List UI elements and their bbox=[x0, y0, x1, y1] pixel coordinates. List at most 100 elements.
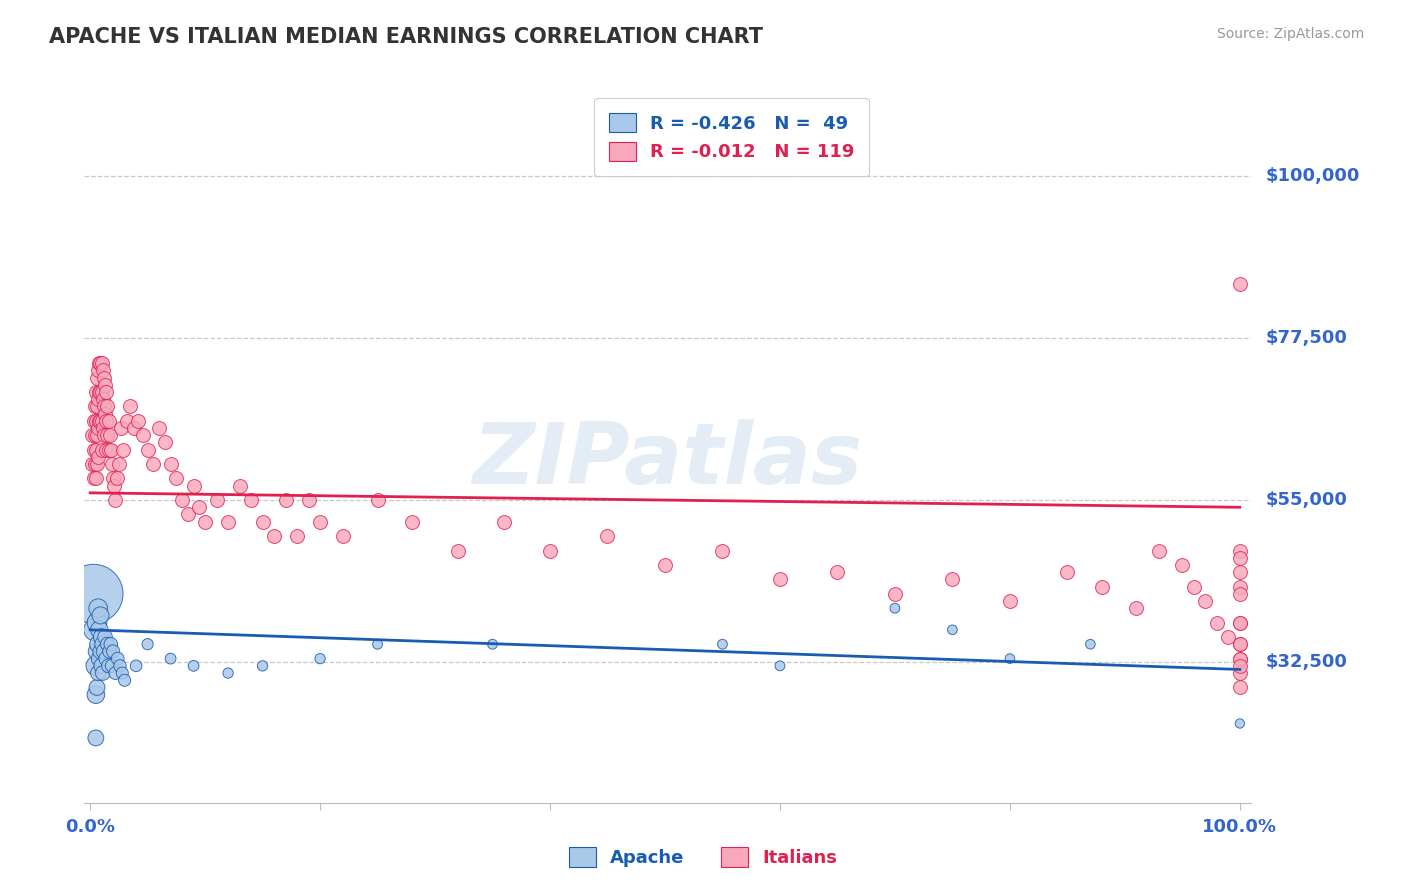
Point bbox=[884, 587, 907, 601]
Point bbox=[1229, 615, 1251, 630]
Point bbox=[711, 543, 734, 558]
Point bbox=[84, 688, 107, 702]
Point bbox=[86, 400, 108, 414]
Point bbox=[309, 515, 332, 529]
Point bbox=[89, 384, 111, 399]
Point bbox=[86, 615, 108, 630]
Point bbox=[91, 363, 114, 377]
Point bbox=[83, 471, 105, 485]
Point bbox=[90, 356, 112, 370]
Point bbox=[252, 658, 274, 673]
Point bbox=[120, 400, 142, 414]
Point bbox=[492, 515, 515, 529]
Point bbox=[401, 515, 423, 529]
Point bbox=[1229, 637, 1251, 651]
Point bbox=[96, 428, 118, 442]
Point bbox=[83, 414, 105, 428]
Point bbox=[1229, 615, 1251, 630]
Point bbox=[83, 428, 105, 442]
Point bbox=[87, 363, 110, 377]
Text: $32,500: $32,500 bbox=[1265, 653, 1347, 672]
Point bbox=[107, 651, 129, 665]
Point bbox=[122, 421, 145, 435]
Point bbox=[91, 666, 114, 681]
Point bbox=[105, 471, 128, 485]
Point bbox=[1125, 601, 1147, 615]
Point bbox=[297, 493, 319, 508]
Point bbox=[1229, 637, 1251, 651]
Point bbox=[90, 442, 112, 457]
Point bbox=[1229, 651, 1251, 665]
Point bbox=[90, 414, 112, 428]
Point bbox=[1229, 277, 1251, 291]
Point bbox=[101, 658, 124, 673]
Point bbox=[596, 529, 619, 543]
Point bbox=[998, 651, 1021, 665]
Point bbox=[86, 428, 108, 442]
Point bbox=[82, 428, 104, 442]
Point bbox=[86, 681, 108, 695]
Point bbox=[1091, 580, 1114, 594]
Point bbox=[115, 414, 138, 428]
Point bbox=[84, 384, 107, 399]
Point bbox=[252, 515, 274, 529]
Point bbox=[309, 651, 332, 665]
Point bbox=[183, 478, 205, 492]
Legend: R = -0.426   N =  49, R = -0.012   N = 119: R = -0.426 N = 49, R = -0.012 N = 119 bbox=[595, 98, 869, 176]
Point bbox=[332, 529, 354, 543]
Point bbox=[89, 356, 111, 370]
Point bbox=[132, 428, 155, 442]
Point bbox=[96, 400, 118, 414]
Point bbox=[86, 457, 108, 471]
Point bbox=[1229, 716, 1251, 731]
Point bbox=[153, 435, 176, 450]
Point bbox=[96, 442, 118, 457]
Point bbox=[136, 637, 159, 651]
Point bbox=[114, 673, 136, 688]
Point bbox=[159, 457, 181, 471]
Point bbox=[100, 442, 122, 457]
Point bbox=[1194, 594, 1216, 608]
Point bbox=[827, 565, 849, 579]
Point bbox=[84, 442, 107, 457]
Point bbox=[83, 623, 105, 637]
Point bbox=[274, 493, 297, 508]
Text: $55,000: $55,000 bbox=[1265, 491, 1347, 509]
Point bbox=[1149, 543, 1171, 558]
Point bbox=[1229, 651, 1251, 665]
Point bbox=[111, 666, 134, 681]
Point bbox=[90, 384, 112, 399]
Point bbox=[86, 370, 108, 384]
Point bbox=[941, 572, 963, 586]
Point bbox=[240, 493, 263, 508]
Point bbox=[481, 637, 503, 651]
Point bbox=[1229, 580, 1251, 594]
Point bbox=[136, 442, 159, 457]
Point bbox=[1056, 565, 1078, 579]
Point bbox=[228, 478, 250, 492]
Point bbox=[1171, 558, 1194, 572]
Point bbox=[89, 644, 111, 658]
Point bbox=[998, 594, 1021, 608]
Point bbox=[1182, 580, 1205, 594]
Point bbox=[205, 493, 228, 508]
Point bbox=[1229, 543, 1251, 558]
Point bbox=[108, 658, 131, 673]
Point bbox=[217, 666, 239, 681]
Point bbox=[98, 644, 121, 658]
Point bbox=[148, 421, 170, 435]
Point bbox=[165, 471, 187, 485]
Point bbox=[1229, 550, 1251, 565]
Point bbox=[83, 587, 105, 601]
Point bbox=[89, 384, 111, 399]
Point bbox=[94, 630, 117, 644]
Point bbox=[89, 623, 111, 637]
Point bbox=[82, 457, 104, 471]
Point bbox=[711, 637, 734, 651]
Point bbox=[188, 500, 211, 515]
Point bbox=[159, 651, 181, 665]
Point bbox=[769, 658, 792, 673]
Point bbox=[91, 637, 114, 651]
Point bbox=[110, 421, 132, 435]
Text: $100,000: $100,000 bbox=[1265, 167, 1360, 185]
